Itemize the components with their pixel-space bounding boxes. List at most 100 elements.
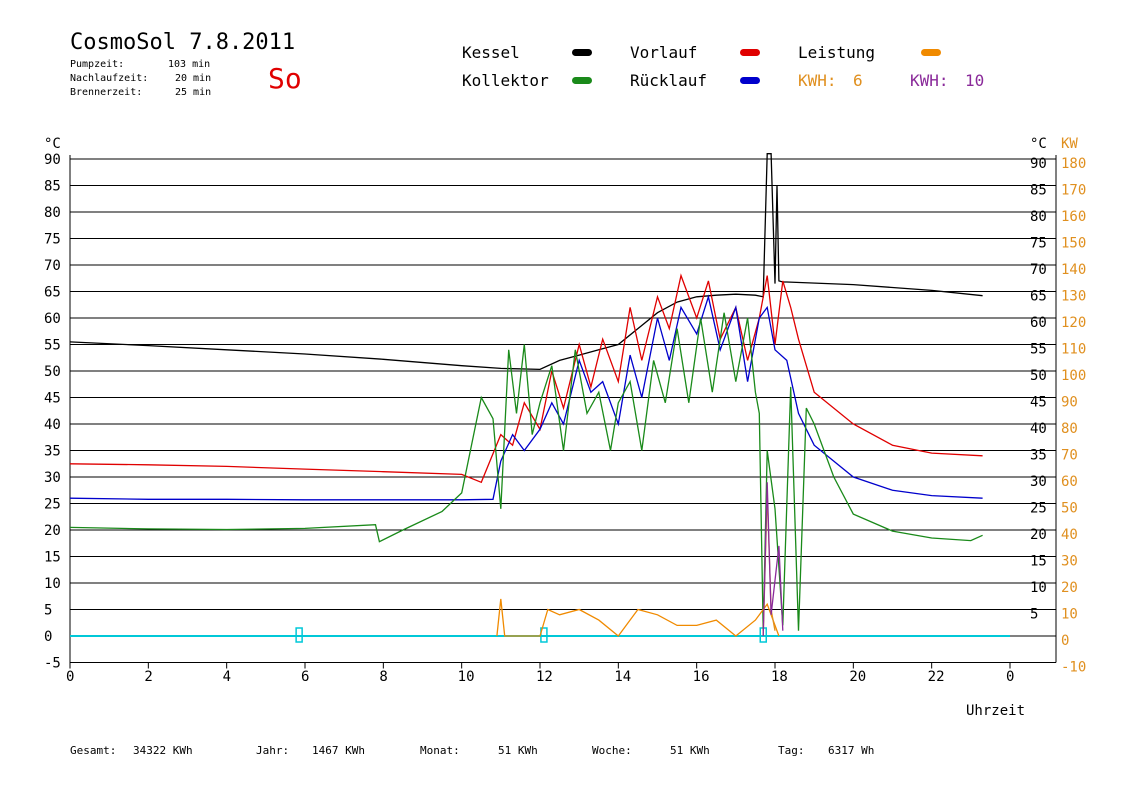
y-tick-left-85: 85 [44, 179, 61, 195]
y-tick-right-75: 75 [1030, 236, 1047, 252]
y-tick-left-15: 15 [44, 550, 61, 566]
pump-marker-1 [295, 627, 303, 643]
weekday-label: So [268, 62, 302, 95]
x-axis-label: Uhrzeit [966, 703, 1025, 719]
y-tick-kw-180: 180 [1061, 156, 1086, 172]
stat-gesamt-value: 34322 KWh [133, 744, 193, 757]
stat-woche-label: Woche: [592, 744, 632, 757]
y-tick-right-40: 40 [1030, 421, 1047, 437]
y-tick-left-0: 0 [44, 629, 52, 645]
y-tick-kw-160: 160 [1061, 209, 1086, 225]
x-tick-2: 4 [223, 669, 231, 685]
y-tick-kw-100: 100 [1061, 368, 1086, 384]
legend-kessel-label: Kessel [462, 43, 520, 62]
legend-leistung-label: Leistung [798, 43, 876, 62]
y-tick-left-50: 50 [44, 364, 61, 380]
legend-kwh1-label: KWH: [798, 71, 837, 90]
y-tick-right-50: 50 [1030, 368, 1047, 384]
y-tick-right-60: 60 [1030, 315, 1047, 331]
y-tick-left-35: 35 [44, 444, 61, 460]
x-tick-10: 20 [849, 669, 866, 685]
stat-woche-value: 51 KWh [670, 744, 710, 757]
legend-ruecklauf-swatch [740, 77, 760, 84]
stat-jahr-value: 1467 KWh [312, 744, 365, 757]
legend-leistung-swatch [921, 49, 941, 56]
y-tick-kw-110: 110 [1061, 342, 1086, 358]
series-kessel-line [69, 153, 983, 371]
stat-monat-value: 51 KWh [498, 744, 538, 757]
page-title: CosmoSol 7.8.2011 [70, 30, 296, 55]
x-tick-9: 18 [771, 669, 788, 685]
y-tick-kw-170: 170 [1061, 183, 1086, 199]
y-tick-kw--10: -10 [1061, 660, 1086, 676]
x-tick-5: 10 [458, 669, 475, 685]
y-tick-right-80: 80 [1030, 209, 1047, 225]
y-tick-kw-20: 20 [1061, 580, 1078, 596]
info-pumpzeit-label: Pumpzeit: [70, 59, 125, 70]
y-tick-left-5: 5 [44, 603, 52, 619]
y-tick-right-30: 30 [1030, 474, 1047, 490]
y-tick-kw-40: 40 [1061, 527, 1078, 543]
y-tick-left-55: 55 [44, 338, 61, 354]
series-kollektor-line [69, 312, 983, 631]
y-tick-kw-10: 10 [1061, 607, 1078, 623]
y-axis-right-label: °C [1030, 136, 1047, 152]
y-tick-right-90: 90 [1030, 156, 1047, 172]
y-tick-right-70: 70 [1030, 262, 1047, 278]
y-tick-kw-70: 70 [1061, 448, 1078, 464]
y-tick-kw-0: 0 [1061, 633, 1069, 649]
y-tick-left-70: 70 [44, 258, 61, 274]
y-tick-kw-150: 150 [1061, 236, 1086, 252]
stat-tag-label: Tag: [778, 744, 805, 757]
y-tick-left--5: -5 [44, 656, 61, 672]
legend-kwh2-label: KWH: [910, 71, 949, 90]
y-tick-kw-130: 130 [1061, 289, 1086, 305]
info-pumpzeit-value: 103 min [168, 59, 211, 70]
y-tick-left-90: 90 [44, 152, 61, 168]
y-tick-kw-120: 120 [1061, 315, 1086, 331]
y-tick-left-20: 20 [44, 523, 61, 539]
y-tick-right-55: 55 [1030, 342, 1047, 358]
stat-gesamt-label: Gesamt: [70, 744, 117, 757]
info-nachlaufzeit-value: 20 min [175, 73, 212, 84]
stat-jahr-label: Jahr: [256, 744, 290, 757]
y-tick-right-10: 10 [1030, 580, 1047, 596]
y-tick-right-65: 65 [1030, 289, 1047, 305]
stat-monat-label: Monat: [420, 744, 460, 757]
x-tick-7: 14 [614, 669, 631, 685]
series-kwh-2-line [762, 482, 784, 637]
y-tick-left-65: 65 [44, 285, 61, 301]
y-tick-right-35: 35 [1030, 448, 1047, 464]
y-tick-left-25: 25 [44, 497, 61, 513]
x-tick-12: 0 [1006, 669, 1014, 685]
legend-kwh2-value: 10 [965, 71, 985, 90]
x-tick-6: 12 [536, 669, 553, 685]
legend-kollektor-swatch [572, 77, 592, 84]
x-tick-1: 2 [144, 669, 152, 685]
legend-kessel-swatch [572, 49, 592, 56]
series-leistung-line [496, 598, 780, 637]
y-tick-left-60: 60 [44, 311, 61, 327]
stat-tag-value: 6317 Wh [828, 744, 875, 757]
y-axis-left-label: °C [44, 136, 61, 152]
info-nachlaufzeit-label: Nachlaufzeit: [70, 73, 149, 84]
y-tick-kw-140: 140 [1061, 262, 1086, 278]
x-tick-4: 8 [379, 669, 387, 685]
info-brennerzeit-value: 25 min [175, 87, 212, 98]
legend-vorlauf-label: Vorlauf [630, 43, 698, 62]
y-tick-left-80: 80 [44, 205, 61, 221]
y-tick-kw-80: 80 [1061, 421, 1078, 437]
y-tick-left-30: 30 [44, 470, 61, 486]
y-tick-left-10: 10 [44, 576, 61, 592]
series-vorlauf-line [69, 273, 983, 484]
legend-ruecklauf-label: Rücklauf [630, 71, 708, 90]
y-tick-left-75: 75 [44, 232, 61, 248]
y-tick-right-25: 25 [1030, 501, 1047, 517]
y-tick-kw-90: 90 [1061, 395, 1078, 411]
x-tick-8: 16 [693, 669, 710, 685]
y-tick-left-45: 45 [44, 391, 61, 407]
y-tick-kw-50: 50 [1061, 501, 1078, 517]
y-tick-right-20: 20 [1030, 527, 1047, 543]
y-axis-kw-label: KW [1061, 136, 1078, 152]
